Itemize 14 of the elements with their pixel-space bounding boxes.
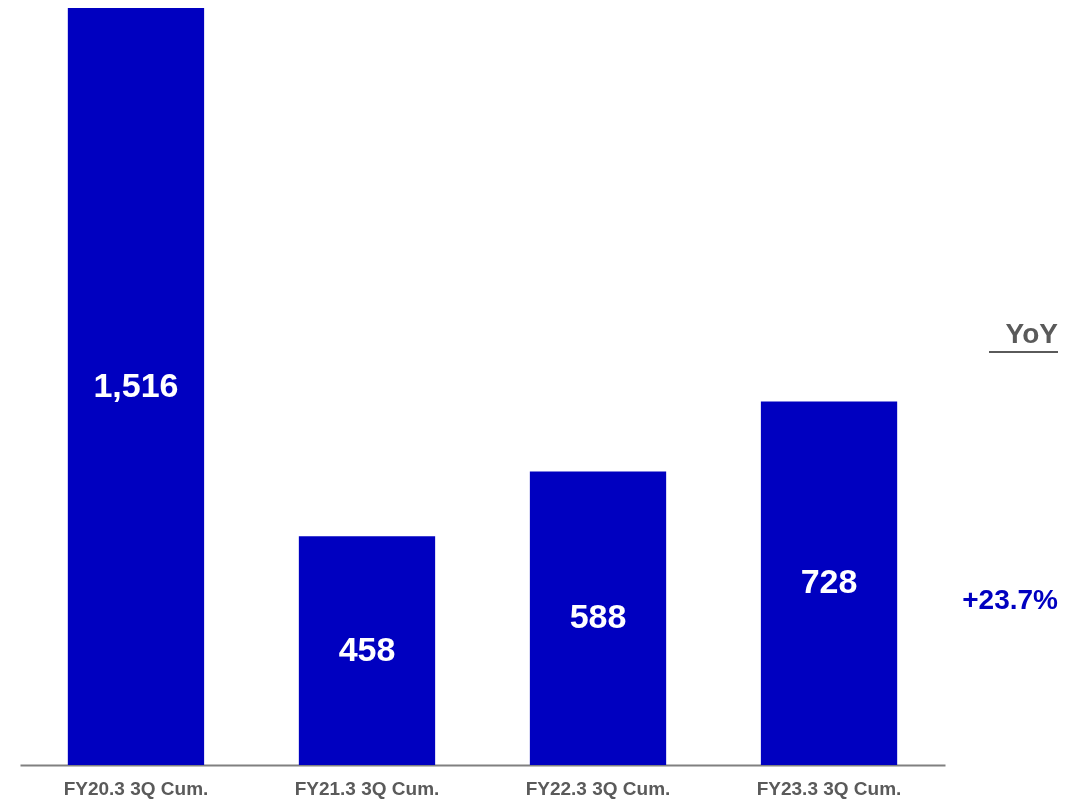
data-label: 728 [800, 562, 858, 601]
x-tick-label: FY22.3 3Q Cum. [525, 777, 671, 799]
data-label: 458 [338, 629, 396, 668]
data-label: 1,516 [93, 365, 179, 404]
bar [298, 536, 436, 765]
text: +23.7% [962, 584, 1059, 615]
text: YoY [1005, 318, 1059, 349]
bar [67, 8, 205, 765]
x-tick-label: FY20.3 3Q Cum. [63, 777, 209, 799]
x-tick-label: FY23.3 3Q Cum. [756, 777, 902, 799]
bar [529, 471, 667, 765]
x-tick-label: FY21.3 3Q Cum. [294, 777, 440, 799]
data-label: 588 [569, 597, 627, 636]
bar [760, 401, 898, 765]
